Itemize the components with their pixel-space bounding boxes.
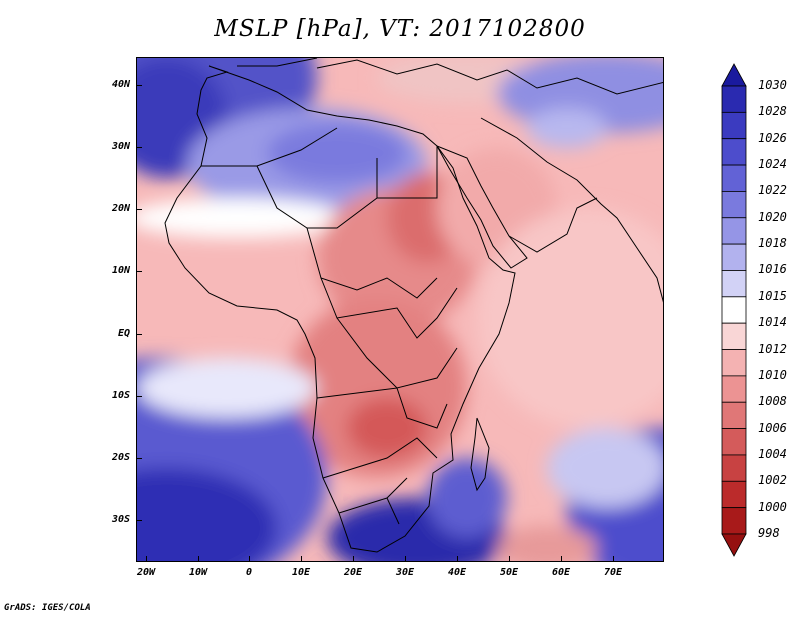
- lon-tick: [146, 556, 147, 562]
- colorbar-label: 1026: [758, 130, 787, 145]
- lat-tick: [136, 458, 142, 459]
- lon-tick: [249, 556, 250, 562]
- colorbar-segment: [721, 217, 747, 245]
- lon-label: 20W: [136, 567, 156, 578]
- lon-tick: [301, 556, 302, 562]
- colorbar-label: 1016: [758, 262, 787, 277]
- colorbar-label: 1022: [758, 183, 787, 198]
- colorbar-label: 1024: [758, 157, 787, 172]
- colorbar-segment: [721, 480, 747, 509]
- colorbar-segment: [721, 401, 747, 429]
- lat-tick: [136, 209, 142, 210]
- lon-label: 20E: [343, 567, 363, 578]
- colorbar-label: 1014: [758, 315, 787, 330]
- lon-label: 40E: [447, 567, 467, 578]
- lon-label: 10W: [188, 567, 208, 578]
- grads-credit: GrADS: IGES/COLA: [4, 603, 91, 613]
- lat-tick: [136, 334, 142, 335]
- lon-label: 70E: [603, 567, 623, 578]
- colorbar-segment: [721, 270, 747, 298]
- colorbar-label: 1008: [758, 394, 787, 409]
- lon-tick: [405, 556, 406, 562]
- colorbar-segment: [721, 349, 747, 377]
- colorbar-label: 1010: [758, 367, 787, 382]
- lat-tick: [136, 396, 142, 397]
- colorbar-segment: [721, 191, 747, 219]
- lon-label: 10E: [291, 567, 311, 578]
- lat-label: 30S: [111, 514, 130, 525]
- lon-label: 0: [245, 567, 253, 578]
- lon-tick: [457, 556, 458, 562]
- colorbar-label: 1015: [758, 288, 787, 303]
- colorbar-label: 1012: [758, 341, 787, 356]
- colorbar-segment: [721, 85, 747, 113]
- colorbar-segment: [721, 454, 747, 482]
- lon-tick: [353, 556, 354, 562]
- lat-tick: [136, 271, 142, 272]
- lat-label: 20N: [111, 203, 130, 214]
- map-title: MSLP [hPa], VT: 2017102800: [214, 16, 586, 42]
- lon-label: 50E: [499, 567, 519, 578]
- lat-label: 20S: [111, 452, 130, 463]
- lat-tick: [136, 520, 142, 521]
- lat-label: 30N: [111, 141, 130, 152]
- lon-tick: [613, 556, 614, 562]
- lon-tick: [509, 556, 510, 562]
- mslp-field: [137, 58, 663, 561]
- colorbar-label: 1028: [758, 104, 787, 119]
- mslp-map: [136, 57, 664, 562]
- colorbar-segment: [721, 138, 747, 166]
- colorbar-arrow-bottom: [721, 533, 747, 557]
- lat-tick: [136, 147, 142, 148]
- colorbar-segment: [721, 296, 747, 324]
- colorbar-label: 1018: [758, 236, 787, 251]
- colorbar-segment: [721, 428, 747, 456]
- colorbar-label: 1020: [758, 209, 787, 224]
- lon-label: 30E: [395, 567, 415, 578]
- lon-tick: [198, 556, 199, 562]
- lon-label: 60E: [551, 567, 571, 578]
- colorbar-segment: [721, 164, 747, 192]
- colorbar-label: 998: [758, 526, 780, 540]
- lon-tick: [561, 556, 562, 562]
- colorbar-label: 1030: [758, 78, 787, 92]
- colorbar-segment: [721, 243, 747, 271]
- colorbar-segment: [721, 507, 747, 535]
- colorbar-label: 1002: [758, 473, 787, 488]
- coastlines: [164, 58, 663, 553]
- colorbar-arrow-top: [721, 63, 747, 87]
- colorbar: [721, 63, 747, 557]
- lat-label: 40N: [111, 79, 130, 90]
- colorbar-label: 1006: [758, 420, 787, 435]
- colorbar-segment: [721, 322, 747, 350]
- colorbar-label: 1004: [758, 446, 787, 461]
- colorbar-label: 1000: [758, 499, 787, 514]
- lat-tick: [136, 85, 142, 86]
- lat-label: 10S: [111, 390, 130, 401]
- colorbar-segment: [721, 111, 747, 140]
- pressure-field: [137, 58, 663, 561]
- colorbar-segment: [721, 375, 747, 403]
- lat-label: EQ: [117, 328, 130, 339]
- lat-label: 10N: [111, 265, 130, 276]
